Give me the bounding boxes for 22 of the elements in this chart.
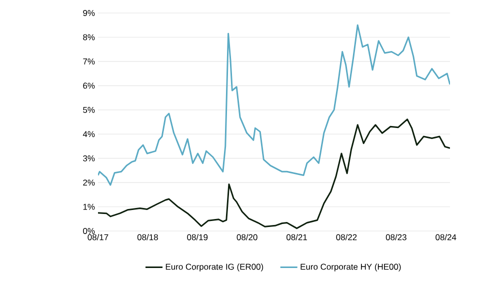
line-series [98, 24, 450, 186]
y-tick-label: 2% [83, 180, 95, 186]
y-tick-label: 6% [83, 82, 95, 89]
legend-label: Euro Corporate HY (HE00) [300, 264, 401, 272]
y-tick-label: 0% [83, 228, 95, 234]
y-tick-label: 1% [83, 204, 95, 210]
x-tick-label: 08/22 [336, 234, 357, 240]
y-tick-label: 8% [83, 34, 95, 40]
y-tick-label: 4% [82, 131, 95, 138]
y-tick-label: 9% [83, 10, 95, 16]
x-tick-label: 08/18 [137, 234, 158, 240]
line-series [98, 118, 450, 230]
x-tick-label: 08/17 [88, 234, 108, 240]
x-tick-label: 08/23 [386, 234, 406, 240]
legend-label: Euro Corporate IG (ER00) [166, 264, 264, 272]
y-tick-label: 5% [83, 106, 95, 113]
x-tick-label: 08/24 [436, 234, 456, 240]
y-tick-label: 7% [83, 58, 95, 64]
x-tick-label: 08/21 [286, 234, 307, 240]
y-tick-label: 3% [83, 155, 95, 162]
x-tick-label: 08/20 [236, 234, 258, 240]
x-tick-label: 08/19 [187, 234, 208, 240]
